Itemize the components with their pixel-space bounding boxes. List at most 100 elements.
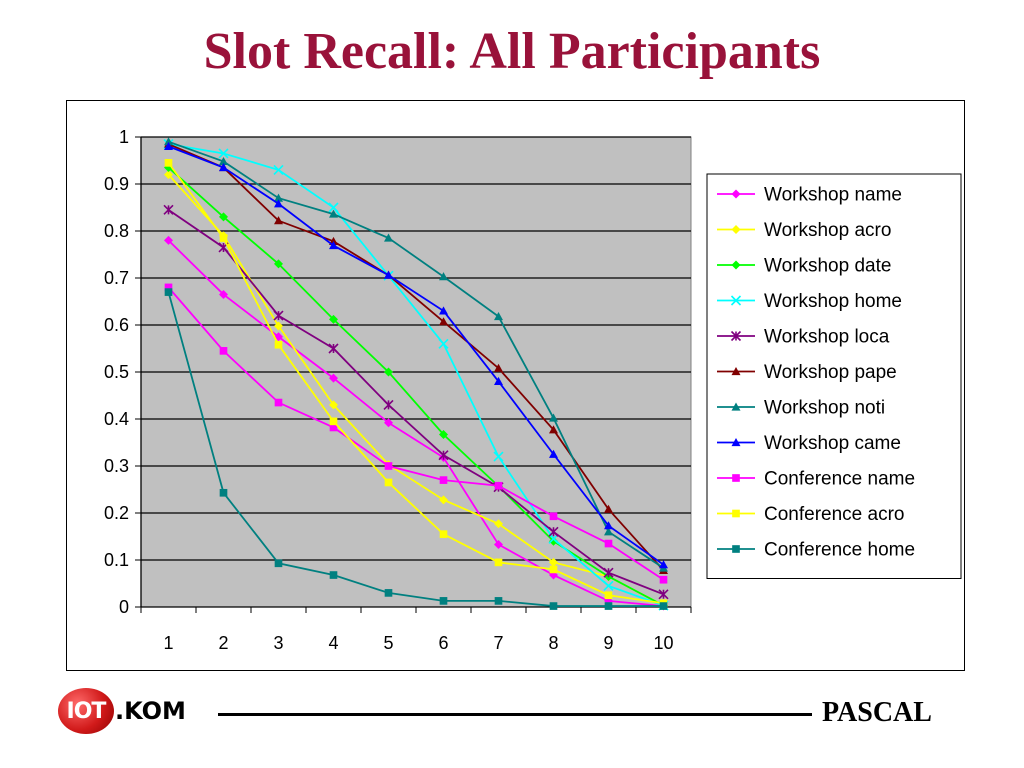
series-line-workshop-pape xyxy=(168,143,665,571)
y-tick-label: 0.7 xyxy=(104,268,129,288)
legend-swatch-marker-workshop-home xyxy=(730,295,742,306)
x-tick-label: 1 xyxy=(163,633,173,653)
legend-swatch-marker-workshop-pape xyxy=(731,367,741,376)
point-workshop-acro xyxy=(494,519,503,529)
point-conference-name xyxy=(659,575,668,584)
x-tick-label: 8 xyxy=(548,633,558,653)
point-conference-name xyxy=(549,512,558,521)
y-tick-label: 1 xyxy=(119,127,129,147)
point-conference-name xyxy=(219,347,228,355)
y-tick-label: 0 xyxy=(119,597,129,617)
point-conference-home xyxy=(439,597,448,605)
legend-label-workshop-came: Workshop came xyxy=(764,433,901,454)
footer-pascal: PASCAL xyxy=(822,697,932,728)
point-workshop-came xyxy=(439,306,448,315)
legend-label-conference-home: Conference home xyxy=(764,540,915,561)
legend-swatch-marker-workshop-acro xyxy=(731,225,741,234)
legend-swatch-marker-workshop-loca xyxy=(730,330,742,342)
point-conference-acro xyxy=(604,591,613,600)
legend-label-workshop-home: Workshop home xyxy=(764,291,902,312)
point-conference-home xyxy=(384,589,393,597)
point-workshop-pape xyxy=(604,504,613,513)
point-conference-name xyxy=(274,398,283,407)
point-workshop-came xyxy=(274,199,283,208)
legend-label-workshop-loca: Workshop loca xyxy=(764,327,890,348)
recall-line-chart: 0 0.1 0.2 0.3 0.4 0.5 0.6 0.7 0.8 0.9 1 1 2 3 4 5 6 7 8 9 10… xyxy=(104,127,962,653)
point-workshop-noti xyxy=(274,193,283,202)
point-workshop-date xyxy=(329,314,338,324)
series-line-conference-home xyxy=(167,291,664,607)
point-workshop-acro xyxy=(329,400,338,410)
point-workshop-came xyxy=(384,270,393,279)
point-workshop-loca xyxy=(438,450,449,461)
point-conference-name xyxy=(494,481,503,490)
chart-frame: 0 0.1 0.2 0.3 0.4 0.5 0.6 0.7 0.8 0.9 1 1 2 3 4 5 6 7 8 9 10… xyxy=(66,100,965,671)
series-line-conference-name xyxy=(167,286,664,581)
point-workshop-name xyxy=(219,289,228,299)
point-workshop-came xyxy=(659,560,668,569)
point-workshop-noti xyxy=(549,413,558,422)
point-conference-home xyxy=(549,602,558,610)
point-conference-name xyxy=(329,423,338,432)
legend-label-workshop-pape: Workshop pape xyxy=(764,362,897,383)
point-workshop-noti xyxy=(439,272,448,281)
point-conference-home xyxy=(329,571,338,579)
legend-swatch-marker-conference-acro xyxy=(732,509,740,518)
point-workshop-date xyxy=(384,367,393,377)
logo-mark: IOT xyxy=(58,688,114,734)
point-workshop-name xyxy=(164,235,173,245)
point-workshop-name xyxy=(494,539,503,549)
y-tick-label: 0.5 xyxy=(104,362,129,382)
legend-swatch-marker-workshop-date xyxy=(731,260,741,270)
series-line-workshop-name xyxy=(167,239,664,607)
point-workshop-loca xyxy=(163,204,174,215)
legend-label-workshop-acro: Workshop acro xyxy=(764,220,891,241)
point-conference-home xyxy=(274,559,283,568)
point-workshop-home xyxy=(603,580,614,591)
point-workshop-pape xyxy=(439,317,448,326)
point-workshop-home xyxy=(328,202,339,213)
y-tick-label: 0.2 xyxy=(104,503,129,523)
point-conference-acro xyxy=(219,234,228,242)
x-tick-label: 9 xyxy=(603,633,613,653)
point-workshop-noti xyxy=(604,527,613,536)
series-line-workshop-noti xyxy=(168,140,664,569)
point-workshop-acro xyxy=(549,557,558,567)
point-conference-acro xyxy=(274,340,283,349)
point-workshop-name xyxy=(329,373,338,383)
x-tick-label: 3 xyxy=(273,633,283,653)
y-tick-label: 0.8 xyxy=(104,221,129,241)
point-conference-acro xyxy=(164,159,173,167)
point-workshop-home xyxy=(493,451,504,462)
point-workshop-noti xyxy=(329,209,338,218)
point-conference-home xyxy=(219,488,228,497)
legend-label-conference-name: Conference name xyxy=(764,469,915,490)
point-workshop-pape xyxy=(549,425,558,434)
point-workshop-noti xyxy=(494,312,503,321)
legend-swatch-marker-conference-name xyxy=(732,474,740,482)
legend-swatch-marker-workshop-came xyxy=(731,438,741,447)
point-conference-name xyxy=(384,462,393,470)
point-conference-acro xyxy=(329,417,338,426)
y-tick-label: 0.1 xyxy=(104,550,129,570)
point-conference-home xyxy=(659,602,668,610)
point-workshop-noti xyxy=(384,233,393,242)
point-workshop-name xyxy=(384,418,393,428)
logo-text: .KOM xyxy=(115,697,186,725)
kom-logo: IOT .KOM xyxy=(58,686,186,736)
legend-label-workshop-noti: Workshop noti xyxy=(764,398,885,419)
point-workshop-pape xyxy=(274,216,283,225)
point-conference-name xyxy=(439,476,448,484)
point-workshop-acro xyxy=(274,321,283,331)
point-conference-home xyxy=(494,597,503,605)
point-conference-acro xyxy=(439,530,448,538)
point-workshop-came xyxy=(219,163,228,172)
x-tick-label: 2 xyxy=(218,633,228,653)
point-workshop-came xyxy=(329,241,338,250)
y-tick-label: 0.4 xyxy=(104,409,129,429)
point-workshop-came xyxy=(549,449,558,458)
legend-label-conference-acro: Conference acro xyxy=(764,504,904,525)
x-tick-label: 10 xyxy=(653,633,673,653)
point-workshop-date xyxy=(439,430,448,440)
series-line-workshop-loca xyxy=(167,209,664,596)
